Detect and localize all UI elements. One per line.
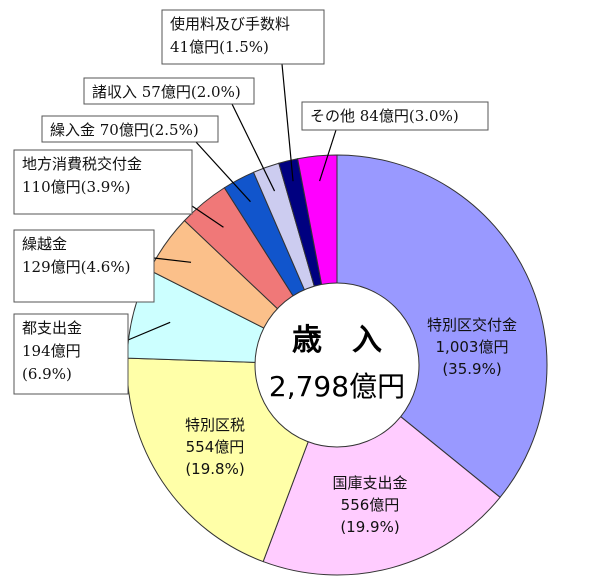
- box-label-7-line-0: 諸収入 57億円(2.0%): [92, 83, 241, 101]
- center-total: 2,798億円: [269, 370, 405, 403]
- box-label-4-line-1: 129億円(4.6%): [22, 258, 130, 276]
- inside-label-1-line-2: (19.9%): [340, 518, 399, 536]
- box-label-5-line-0: 地方消費税交付金: [22, 155, 142, 173]
- leader-line-3: [127, 321, 171, 341]
- inside-label-2-line-1: 554億円: [186, 438, 245, 456]
- label-box-9: [301, 101, 489, 131]
- pie-slice-0: [336, 154, 548, 499]
- label-box-6: [41, 115, 219, 143]
- inside-label-1-line-1: 556億円: [341, 496, 400, 514]
- leader-line-5: [191, 205, 224, 228]
- leader-line-8: [281, 63, 294, 182]
- leader-line-4: [153, 257, 192, 263]
- box-label-5-line-1: 110億円(3.9%): [22, 178, 130, 196]
- box-label-3-line-1: 194億円: [22, 342, 81, 360]
- center-hole: [254, 282, 420, 448]
- label-boxes: 都支出金 194億円 (6.9%) 繰越金 129億円(4.6%) 地方消費税交付金 110…: [13, 9, 489, 395]
- box-label-3-line-2: (6.9%): [22, 365, 72, 383]
- box-label-4-line-0: 繰越金: [22, 235, 67, 253]
- label-box-5: [13, 149, 193, 215]
- inside-label-1-line-0: 国庫支出金: [332, 474, 407, 492]
- label-box-4: [13, 229, 155, 303]
- leader-lines: [127, 63, 337, 341]
- box-label-8-line-1: 41億円(1.5%): [170, 38, 269, 56]
- label-box-3: [13, 313, 129, 395]
- label-box-7: [83, 77, 255, 105]
- center-title: 歳 入: [292, 323, 382, 358]
- inside-label-0-line-1: 1,003億円: [436, 338, 509, 356]
- inside-label-0-line-0: 特別区交付金: [427, 316, 517, 334]
- inside-label-2-line-2: (19.8%): [185, 460, 244, 478]
- inside-label-2-line-0: 特別区税: [185, 416, 245, 434]
- inside-labels: 特別区交付金 1,003億円 (35.9%) 国庫支出金 556億円 (19.9%) 特別区…: [185, 316, 517, 536]
- label-box-8: [161, 9, 325, 65]
- inside-label-0-line-2: (35.9%): [442, 360, 501, 378]
- leader-line-9: [319, 129, 337, 182]
- box-label-3-line-0: 都支出金: [22, 319, 82, 337]
- box-label-8-line-0: 使用料及び手数料: [170, 15, 290, 33]
- box-label-9-line-0: その他 84億円(3.0%): [310, 107, 459, 125]
- leader-line-7: [231, 103, 276, 192]
- leader-line-6: [195, 141, 251, 203]
- box-label-6-line-0: 繰入金 70億円(2.5%): [50, 121, 199, 139]
